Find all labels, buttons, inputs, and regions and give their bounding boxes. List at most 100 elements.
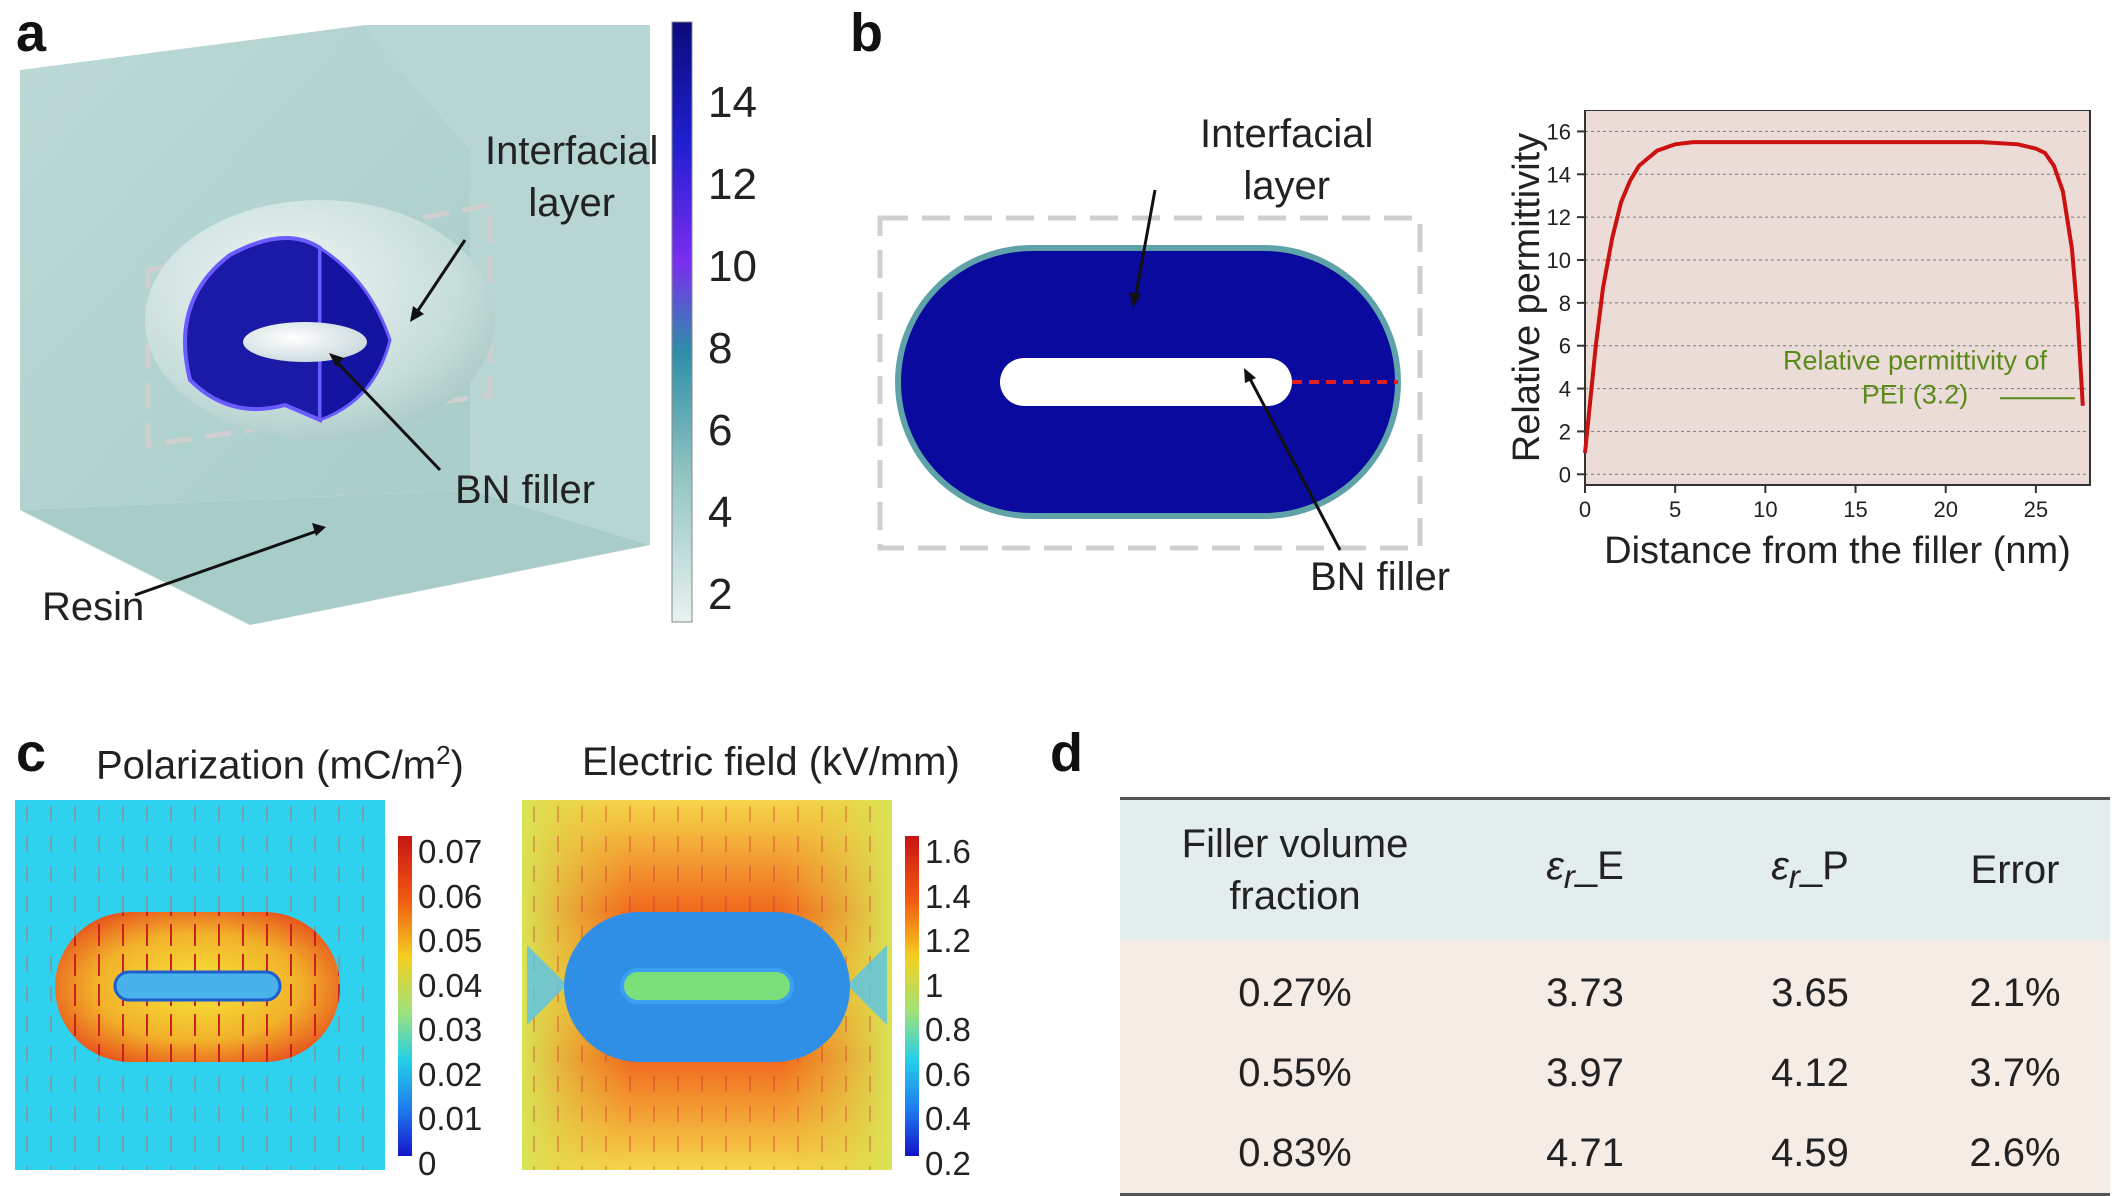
dashed-box-a [145,201,493,448]
cb-ef-tick: 1.2 [925,922,971,959]
arrow-interfacial [413,239,467,316]
colorbar-ef [905,836,919,1156]
cb-pol-tick: 0.04 [418,966,483,1004]
cell-e: 3.73 [1470,940,1700,1033]
polarization-title-end: ) [450,743,464,788]
polarization-map [15,800,385,1170]
cell-p: 3.65 [1700,940,1920,1033]
cell-fraction: 0.55% [1120,1033,1470,1113]
label-interfacial-a: Interfacial layer [485,125,658,229]
cb-pol-tick: 0.05 [418,922,483,959]
cell-fraction: 0.83% [1120,1113,1470,1193]
x-tick-label: 20 [1933,497,1957,522]
colorbar-pol-ticks: 0.07 0.06 0.05 0.04 0.03 0.02 0.01 0 [418,830,482,1186]
results-table: Filler volume fraction εr_E εr_P Error 0… [1120,800,2110,1193]
cell-error: 2.1% [1920,940,2110,1033]
cut-face [183,236,322,424]
table-row: 0.55% 3.97 4.12 3.7% [1120,1033,2110,1113]
x-tick-label: 25 [2024,497,2048,522]
panel-b-cross-section [877,189,1423,551]
results-table-wrap: Filler volume fraction εr_E εr_P Error 0… [1120,797,2110,1196]
polarization-title-text: Polarization (mC/m [96,743,437,788]
cell-fraction: 0.27% [1120,940,1470,1033]
panel-a-3d-model [20,25,650,625]
label-bn-b: BN filler [1310,555,1451,599]
cb-pol-tick: 0.03 [418,1011,483,1048]
x-axis-label: Distance from the filler (nm) [1604,530,2071,572]
cb-pol-tick: 0.06 [418,877,483,915]
th-error: Error [1920,800,2110,940]
label-interfacial-b: Interfacial layer [1200,112,1374,208]
cb-pol-tick: 0.02 [418,1055,483,1093]
arrow-resin [134,528,321,597]
plot-frame [1584,110,2091,486]
y-tick-label: 16 [1547,119,1571,144]
cb-a-tick: 14 [708,78,757,127]
cb-ef-tick: 1 [925,966,944,1004]
cb-pol-tick: 0 [418,1144,437,1182]
y-tick-label: 8 [1559,291,1571,316]
efield-map [522,800,892,1170]
panel-label-d: d [1050,723,1083,783]
th-e: εr_E [1470,800,1700,940]
cb-a-tick: 2 [708,570,733,619]
th-p-sub: r [1788,858,1800,896]
table-row: 0.83% 4.71 4.59 2.6% [1120,1113,2110,1193]
th-e-sym: ε [1546,843,1564,888]
bn-filler-shape [1000,358,1292,406]
cube-right-wall [365,25,650,545]
polarization-title-sup: 2 [436,740,451,770]
cell-p: 4.59 [1700,1113,1920,1193]
ef-filler [620,968,794,1004]
cb-a-tick: 8 [708,324,733,373]
table-row: 0.27% 3.73 3.65 2.1% [1120,940,2110,1033]
cell-e: 3.97 [1470,1033,1700,1113]
panel-label-b: b [850,3,883,63]
y-tick-label: 6 [1559,334,1571,359]
annotation-pei: Relative permittivity of PEI (3.2) [1783,345,2048,409]
cb-ef-tick: 1.4 [925,877,971,915]
colorbar-ef-ticks: 1.6 1.4 1.2 1 0.8 0.6 0.4 0.2 [925,830,971,1186]
th-e-suffix: _E [1574,843,1624,888]
label-bn-a: BN filler [455,468,596,512]
efield-title: Electric field (kV/mm) [582,740,960,784]
cell-error: 3.7% [1920,1033,2110,1113]
polarization-title: Polarization (mC/m2) [96,740,464,788]
cb-pol-tick: 0.01 [418,1100,483,1137]
cb-a-tick: 4 [708,488,733,537]
cube-floor [20,490,650,625]
plot-area [1585,110,2090,485]
th-e-sub: r [1563,858,1575,896]
label-interfacial-a-text: Interfacial layer [485,129,659,225]
cb-ef-tick: 0.8 [925,1011,971,1048]
x-tick-label: 10 [1753,497,1777,522]
colorbar-pol [398,836,412,1156]
th-p-suffix: _P [1799,843,1849,888]
series-line [1583,140,2085,454]
panel-label-c: c [16,723,47,783]
y-tick-label: 10 [1547,248,1571,273]
cb-ef-tick: 1.6 [925,833,971,870]
y-tick-label: 0 [1559,462,1571,487]
x-tick-label: 0 [1579,497,1591,522]
th-p: εr_P [1700,800,1920,940]
x-tick-label: 15 [1843,497,1867,522]
cell-e: 4.71 [1470,1113,1700,1193]
y-tick-label: 12 [1547,205,1571,230]
y-axis-label: Relative permittivity [1506,133,1548,462]
cb-ef-tick: 0.2 [925,1144,971,1182]
cell-error: 2.6% [1920,1113,2110,1193]
y-tick-label: 2 [1559,419,1571,444]
cell-p: 4.12 [1700,1033,1920,1113]
pol-filler [113,970,282,1002]
cb-ef-tick: 0.6 [925,1055,971,1093]
th-p-sym: ε [1771,843,1789,888]
cb-a-tick: 10 [708,242,757,291]
arrow-bn [333,358,442,472]
bn-disk [243,322,367,362]
cb-a-tick: 6 [708,406,733,455]
x-tick-label: 5 [1669,497,1681,522]
cb-pol-tick: 0.07 [418,833,483,870]
y-tick-label: 4 [1559,377,1571,402]
panel-label-a: a [16,3,47,63]
